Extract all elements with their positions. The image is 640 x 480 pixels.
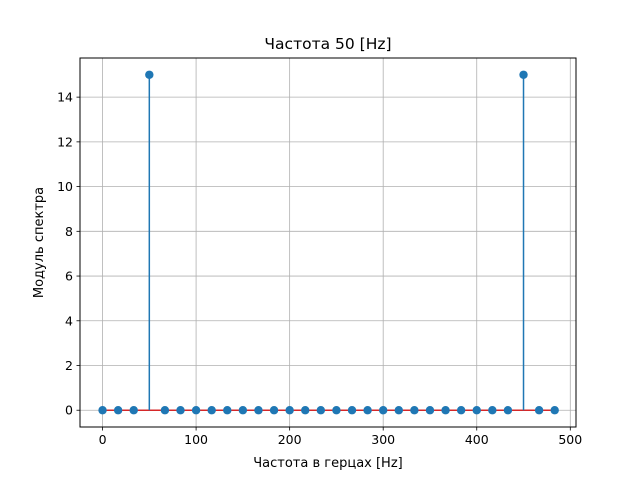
- y-tick-label: 8: [65, 224, 73, 239]
- stem-marker: [129, 406, 138, 415]
- stem-marker: [519, 70, 528, 79]
- stem-marker: [98, 406, 107, 415]
- stem-marker: [378, 406, 388, 415]
- x-tick-label: 100: [184, 432, 208, 447]
- stem-marker: [145, 70, 154, 79]
- y-tick-label: 4: [65, 313, 73, 328]
- stem-marker: [176, 406, 185, 415]
- y-tick-label: 12: [57, 134, 73, 149]
- x-tick-label: 200: [278, 432, 302, 447]
- y-tick-label: 6: [65, 269, 73, 284]
- stem-marker: [441, 406, 450, 415]
- stem-marker: [550, 406, 559, 415]
- stem-marker: [113, 406, 123, 415]
- stem-marker: [488, 406, 497, 415]
- stem-marker: [394, 406, 403, 415]
- y-axis-ticks: 0 2 4 6 8 10 12 14: [57, 90, 80, 418]
- stem-marker: [472, 406, 481, 415]
- x-axis-label: Частота в герцах [Hz]: [253, 456, 402, 471]
- x-tick-label: 400: [465, 432, 489, 447]
- y-tick-label: 2: [65, 358, 73, 373]
- stem-marker: [269, 406, 279, 415]
- stem-lines: [148, 74, 525, 411]
- x-tick-label: 300: [371, 432, 395, 447]
- stem-marker: [534, 406, 544, 415]
- stem-markers: [98, 70, 559, 415]
- x-axis-ticks: 0 100 200 300 400 500: [99, 427, 582, 447]
- stem-marker: [332, 406, 341, 415]
- stem-marker: [363, 406, 372, 415]
- stem-marker: [410, 406, 419, 415]
- stem-marker: [285, 406, 294, 415]
- stem-marker: [254, 406, 263, 415]
- y-tick-label: 10: [57, 179, 73, 194]
- plot-frame: [79, 57, 577, 428]
- y-tick-label: 0: [65, 403, 73, 418]
- y-axis-label: Модуль спектра: [32, 187, 47, 298]
- stem-marker: [347, 406, 357, 415]
- grid-lines: [80, 58, 576, 427]
- chart-title: Частота 50 [Hz]: [264, 35, 391, 53]
- stem-marker: [503, 406, 513, 415]
- x-tick-label: 500: [558, 432, 582, 447]
- x-tick-label: 0: [99, 432, 107, 447]
- stem-marker: [191, 406, 201, 415]
- stem-marker: [456, 406, 466, 415]
- stem-marker: [207, 406, 216, 415]
- stem-marker: [160, 406, 170, 415]
- stem-marker: [425, 406, 435, 415]
- stem-marker: [301, 406, 310, 415]
- stem-marker: [238, 406, 248, 415]
- stem-marker: [223, 406, 232, 415]
- y-tick-label: 14: [57, 90, 73, 105]
- stem-marker: [316, 406, 326, 415]
